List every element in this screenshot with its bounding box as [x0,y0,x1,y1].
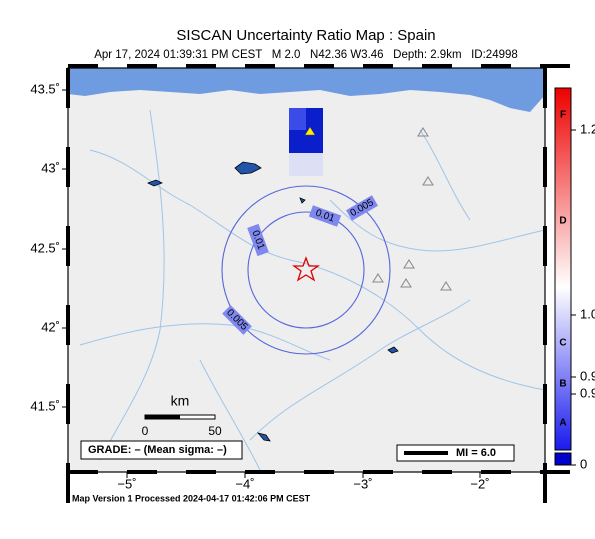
frame-stripe [422,470,452,474]
frame-stripe [304,64,334,68]
grade-letter: B [559,379,566,390]
contour-label-bg [346,195,378,221]
contour-label-bg [222,305,252,335]
title: SISCAN Uncertainty Ratio Map : Spain [176,27,435,44]
rivers [79,109,546,471]
frame-stripe [543,68,547,108]
frame-stripe [186,470,216,474]
frame-stripe [66,226,70,266]
frame-stripe [540,64,570,68]
frame-stripe [127,470,157,474]
lon-label: −5˚ [117,476,136,491]
lon-label: −2˚ [470,476,489,491]
stations [372,127,452,291]
intensity-bar [404,451,448,455]
lon-label: −3˚ [353,476,372,491]
colorbar-value: 1.0 [580,306,595,321]
grade-box [80,440,243,460]
footer: Map Version 1 Processed 2024-04-17 01:42… [72,493,311,503]
frame-stripe [543,384,547,424]
colorbar-value: 0 [580,456,587,471]
frame-stripe [363,64,393,68]
grade-letter: F [560,110,566,121]
frame-stripe [304,470,334,474]
grade-letter: C [559,338,566,349]
sea [68,68,545,112]
frame-stripe [66,147,70,187]
lat-label: 41.5˚ [30,398,60,413]
frame-stripe [68,470,98,474]
epicenter [291,256,321,282]
frame-stripe [540,470,570,474]
grade-letter: D [559,216,566,227]
frame-stripe [68,64,98,68]
uncertainty-cells [289,108,323,176]
frame-stripe [543,463,547,503]
grade-letter: A [559,418,566,429]
frame-stripe [245,470,275,474]
grade: GRADE: – (Mean sigma: –) [88,444,227,456]
frame-stripe [66,384,70,424]
frame-stripe [422,64,452,68]
subtitle: Apr 17, 2024 01:39:31 PM CEST M 2.0 N42.… [94,49,518,61]
scale-start: 0 [142,424,149,438]
frame-stripe [481,470,511,474]
colorbar-value: 1.2 [580,121,595,136]
frame-stripe [245,64,275,68]
frame-stripe [543,305,547,345]
frame-stripe [543,226,547,266]
scale-unit: km [171,393,190,409]
lat-label: 43˚ [41,160,60,175]
frame-stripe [186,64,216,68]
frame-stripe [66,463,70,503]
colorbar [554,87,572,451]
contour-label-bg [247,223,269,257]
lakes [147,161,399,442]
intensity: MI = 6.0 [456,447,496,459]
frame-stripe [481,64,511,68]
intensity-box [396,444,515,462]
lat-label: 42.5˚ [30,240,60,255]
frame-stripe [127,64,157,68]
frame-stripe [543,147,547,187]
colorbar-floor [554,452,572,466]
frame-stripe [66,68,70,108]
frame-stripe [66,305,70,345]
station-in-cell [304,126,316,136]
scale-bar-fill [145,415,180,419]
frame-stripe [363,470,393,474]
scale-end: 50 [208,424,222,438]
colorbar-value: 0.9 [580,385,595,400]
contour-label-bg [308,205,342,227]
lon-label: −4˚ [235,476,254,491]
colorbar-value: 0.9 [580,368,595,383]
lat-label: 42˚ [41,319,60,334]
contours [221,185,391,355]
lat-label: 43.5˚ [30,81,60,96]
